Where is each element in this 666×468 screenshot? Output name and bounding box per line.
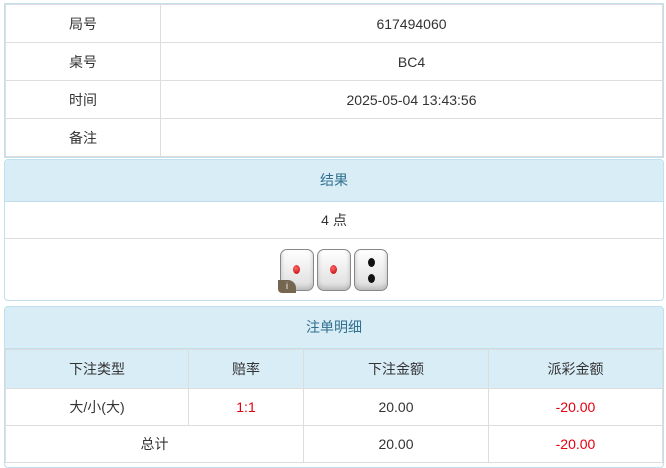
result-points: 4 点 bbox=[5, 202, 663, 239]
label: 备注 bbox=[5, 118, 161, 157]
col-odds: 赔率 bbox=[188, 349, 304, 389]
payout: -20.00 bbox=[488, 388, 663, 426]
col-bet-amount: 下注金额 bbox=[303, 349, 489, 389]
table-row: 桌号 BC4 bbox=[5, 42, 663, 81]
pip bbox=[368, 274, 375, 283]
total-row: 总计 20.00 -20.00 bbox=[5, 425, 663, 463]
bet-details-panel: 注单明细 下注类型 赔率 下注金额 派彩金额 大/小(大) 1:1 20.00 … bbox=[4, 306, 664, 468]
total-payout: -20.00 bbox=[488, 425, 663, 463]
round-info-table: 局号 617494060 桌号 BC4 时间 2025-05-04 13:43:56 … bbox=[4, 3, 664, 158]
label: 局号 bbox=[5, 4, 161, 43]
remark bbox=[160, 118, 663, 157]
result-title: 结果 bbox=[5, 160, 663, 202]
pip bbox=[368, 258, 375, 267]
table-number: BC4 bbox=[160, 42, 663, 81]
label: 时间 bbox=[5, 80, 161, 119]
bet-details-title: 注单明细 bbox=[5, 307, 663, 349]
round-number: 617494060 bbox=[160, 4, 663, 43]
total-label: 总计 bbox=[5, 425, 304, 463]
table-header: 下注类型 赔率 下注金额 派彩金额 bbox=[5, 349, 663, 389]
dice-display: i bbox=[5, 239, 663, 300]
col-bet-type: 下注类型 bbox=[5, 349, 189, 389]
pip bbox=[293, 265, 300, 274]
die-1: i bbox=[278, 249, 314, 293]
table-row: 局号 617494060 bbox=[5, 4, 663, 43]
time: 2025-05-04 13:43:56 bbox=[160, 80, 663, 119]
pip bbox=[330, 265, 337, 274]
total-amount: 20.00 bbox=[303, 425, 489, 463]
die-2 bbox=[317, 249, 351, 291]
die-3 bbox=[354, 249, 388, 291]
col-payout: 派彩金额 bbox=[488, 349, 663, 389]
label: 桌号 bbox=[5, 42, 161, 81]
bet-amount: 20.00 bbox=[303, 388, 489, 426]
odds: 1:1 bbox=[188, 388, 304, 426]
table-row: 时间 2025-05-04 13:43:56 bbox=[5, 80, 663, 119]
table-row: 大/小(大) 1:1 20.00 -20.00 bbox=[5, 388, 663, 426]
bet-type: 大/小(大) bbox=[5, 388, 189, 426]
result-panel: 结果 4 点 i bbox=[4, 159, 664, 301]
info-icon[interactable]: i bbox=[278, 280, 296, 293]
table-row: 备注 bbox=[5, 118, 663, 157]
